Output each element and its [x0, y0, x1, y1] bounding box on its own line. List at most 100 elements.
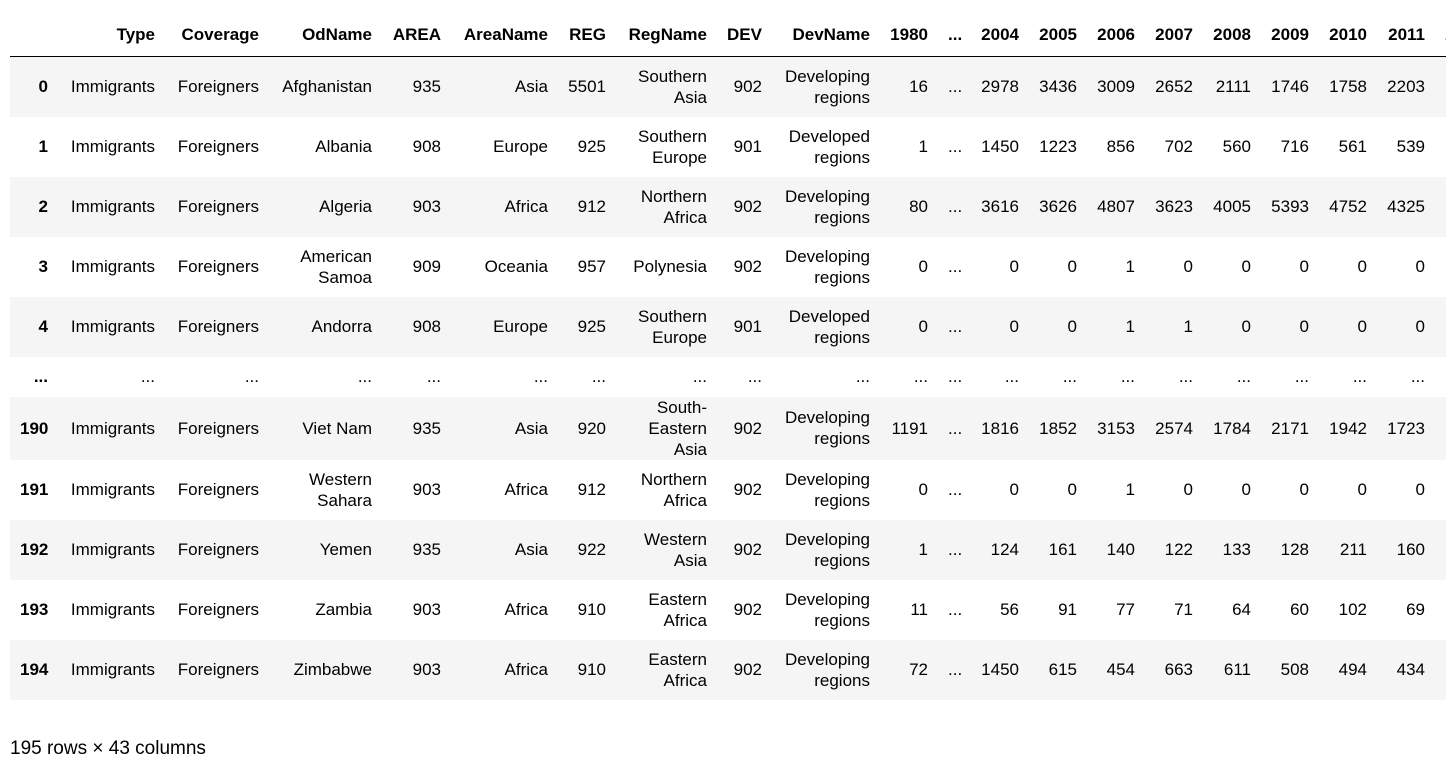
table-cell: Yemen — [319, 540, 372, 559]
table-cell: 1 — [1183, 317, 1193, 336]
table-cell: 133 — [1222, 540, 1251, 559]
table-cell: 902 — [733, 660, 762, 679]
table-cell: 3626 — [1039, 197, 1077, 216]
table-cell: Immigrants — [70, 600, 155, 619]
table-cell: 902 — [733, 197, 762, 216]
table-cell: 0 — [1415, 257, 1425, 276]
table-cell: 494 — [1338, 660, 1367, 679]
table-cell — [1435, 460, 1446, 520]
table-cell: ... — [1236, 367, 1251, 386]
table-cell: 0 — [1357, 257, 1367, 276]
table-row: 190 Immigrants Foreigners Viet Nam 935 Asia 92… — [10, 396, 1446, 460]
table-cell: South-Eastern Asia — [648, 397, 707, 459]
table-cell: ... — [948, 77, 963, 97]
table-cell — [1435, 397, 1446, 460]
table-cell: ... — [948, 480, 963, 499]
table-cell: Southern Europe — [638, 126, 707, 167]
table-cell: 91 — [1058, 600, 1077, 619]
table-cell: Developing regions — [784, 529, 870, 570]
table-cell: 561 — [1338, 137, 1367, 156]
table-cell: 902 — [733, 540, 762, 559]
table-cell: Asia — [514, 77, 548, 97]
table-cell: 0 — [1009, 317, 1019, 336]
table-cell: Foreigners — [177, 77, 259, 97]
column-header: 2006 — [1087, 12, 1145, 57]
table-cell: 922 — [577, 540, 606, 559]
table-cell: 856 — [1106, 137, 1135, 156]
table-cell: 211 — [1339, 540, 1367, 559]
table-cell: 909 — [412, 257, 441, 276]
table-cell: 902 — [733, 257, 762, 276]
table-cell — [1435, 640, 1446, 700]
table-cell: 4752 — [1329, 197, 1367, 216]
table-cell: ... — [948, 317, 963, 336]
row-index: ... — [33, 367, 48, 386]
table-cell: 560 — [1222, 137, 1251, 156]
table-cell — [1435, 177, 1446, 237]
table-cell: Northern Africa — [640, 186, 707, 227]
row-index: 0 — [38, 77, 48, 97]
table-cell: Africa — [504, 197, 548, 216]
table-cell: 702 — [1164, 137, 1193, 156]
table-cell: Oceania — [484, 257, 548, 276]
table-cell: 0 — [918, 317, 928, 336]
table-cell: 3616 — [981, 197, 1019, 216]
table-cell: 161 — [1048, 540, 1077, 559]
column-header: AreaName — [451, 12, 558, 57]
column-header: 2005 — [1029, 12, 1087, 57]
table-cell: Immigrants — [70, 540, 155, 559]
table-cell — [1435, 117, 1446, 177]
table-cell: 0 — [1183, 257, 1193, 276]
table-cell: 0 — [1357, 480, 1367, 499]
table-cell: 0 — [1241, 257, 1251, 276]
table-cell: 2203 — [1387, 77, 1425, 97]
table-cell: Albania — [315, 137, 372, 156]
table-cell: Africa — [504, 600, 548, 619]
table-cell: 0 — [1067, 317, 1077, 336]
table-cell: ... — [357, 367, 372, 386]
table-cell: 5393 — [1271, 197, 1309, 216]
table-row: 192 Immigrants Foreigners Yemen 935 Asia 922 We… — [10, 519, 1446, 580]
column-header: 2008 — [1203, 12, 1261, 57]
table-cell — [1435, 237, 1446, 297]
column-header: 2011 — [1377, 12, 1435, 57]
table-cell: Europe — [493, 317, 548, 336]
table-cell: ... — [1062, 367, 1077, 386]
table-cell: ... — [1294, 367, 1309, 386]
table-cell: 935 — [412, 77, 441, 97]
table-cell: Immigrants — [70, 660, 155, 679]
table-cell: 2978 — [981, 77, 1019, 97]
row-index: 4 — [38, 317, 48, 336]
header-row: Type Coverage OdName AREA AreaName REG RegName… — [10, 12, 1446, 57]
table-cell: 71 — [1174, 600, 1193, 619]
table-cell: Developing regions — [784, 589, 870, 630]
table-cell: ... — [1435, 357, 1446, 397]
table-cell: Immigrants — [70, 317, 155, 336]
column-header: DEV — [717, 12, 772, 57]
table-cell: Foreigners — [177, 137, 259, 156]
table-cell: Immigrants — [70, 137, 155, 156]
table-cell: 1450 — [981, 660, 1019, 679]
table-cell: 1 — [918, 137, 928, 156]
dataframe-output: Type Coverage OdName AREA AreaName REG RegName… — [10, 12, 1446, 700]
table-cell: Asia — [514, 540, 548, 559]
table-cell: 716 — [1280, 137, 1309, 156]
table-cell: 902 — [733, 600, 762, 619]
row-index: 1 — [38, 137, 48, 156]
table-cell: 1223 — [1039, 137, 1077, 156]
ellipsis-row: ........................................… — [10, 357, 1446, 397]
table-cell: 0 — [1415, 317, 1425, 336]
table-cell: American Samoa — [300, 246, 372, 287]
table-cell: ... — [948, 137, 963, 156]
table-cell: 1 — [1125, 257, 1135, 276]
table-cell: 903 — [412, 660, 441, 679]
table-cell: 935 — [412, 418, 441, 438]
column-header: 2009 — [1261, 12, 1319, 57]
table-cell: 0 — [1241, 317, 1251, 336]
table-cell: ... — [948, 257, 963, 276]
table-cell: ... — [1178, 367, 1193, 386]
table-cell: Asia — [514, 418, 548, 438]
table-cell: 902 — [733, 480, 762, 499]
table-cell: 1784 — [1213, 418, 1251, 438]
table-cell: 1758 — [1329, 77, 1367, 97]
